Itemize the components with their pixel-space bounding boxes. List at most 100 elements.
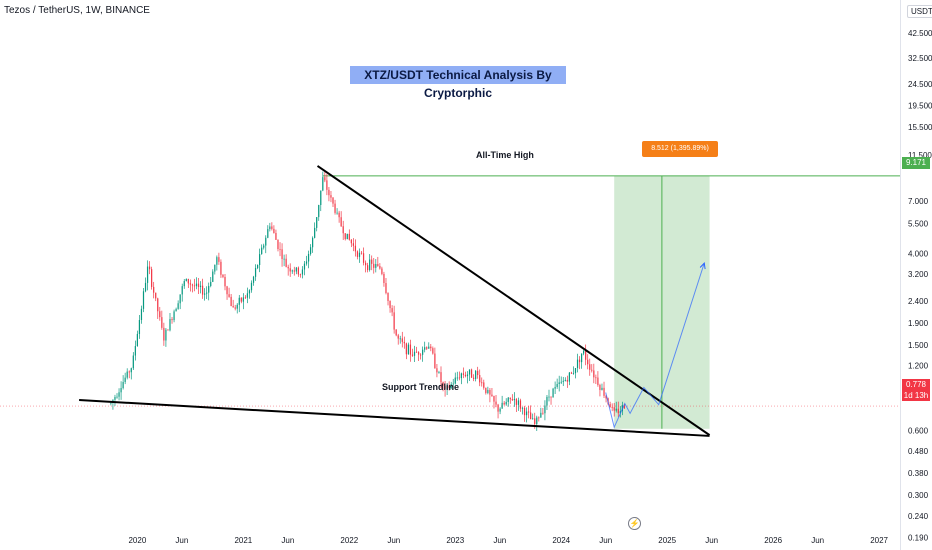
ath-price-tag: 9.171 — [902, 157, 930, 169]
candle-body — [206, 292, 208, 294]
x-tick-label: Jun — [599, 536, 612, 545]
candle-body — [212, 271, 214, 282]
candle-body — [534, 418, 536, 424]
y-tick-label: 24.500 — [908, 80, 932, 89]
candle-body — [440, 372, 442, 383]
candle-body — [550, 396, 552, 398]
candle-body — [513, 398, 515, 401]
candle-body — [130, 368, 132, 373]
candle-body — [466, 374, 469, 377]
candle-body — [560, 381, 562, 383]
x-tick-label: Jun — [281, 536, 294, 545]
y-tick-label: 32.500 — [908, 54, 932, 63]
support-label: Support Trendline — [382, 382, 460, 392]
candle-body — [193, 285, 196, 287]
candle-body — [540, 412, 542, 418]
candle-body — [218, 257, 220, 262]
lightning-icon[interactable]: ⚡ — [628, 517, 641, 530]
candle-body — [485, 387, 487, 393]
candle-body — [169, 319, 171, 331]
y-tick-label: 0.480 — [908, 447, 929, 456]
candle-body — [138, 320, 141, 334]
candle-body — [615, 408, 617, 411]
candle-body — [362, 253, 365, 263]
candle-body — [216, 257, 218, 265]
candle-body — [515, 398, 518, 405]
candle-body — [381, 268, 383, 274]
last-price-value: 0.778 — [905, 380, 927, 389]
candle-body — [519, 400, 522, 409]
candle-body — [367, 265, 369, 271]
candle-body — [517, 400, 520, 405]
candle-body — [122, 381, 124, 389]
y-tick-label: 0.190 — [908, 534, 929, 543]
candle-body — [142, 291, 145, 309]
candle-body — [336, 212, 338, 214]
candle-body — [509, 397, 511, 400]
candle-body — [566, 379, 568, 382]
currency-label[interactable]: USDT — [907, 5, 932, 18]
candle-body — [601, 387, 603, 390]
candle-body — [136, 333, 138, 347]
candle-body — [420, 354, 422, 356]
last-price-tag: 0.778 1d 13h — [902, 379, 930, 401]
candle-body — [226, 286, 228, 295]
y-tick-label: 5.500 — [908, 220, 929, 229]
y-tick-label: 3.200 — [908, 270, 929, 279]
candle-body — [595, 377, 597, 379]
projection-arrowhead — [699, 262, 706, 270]
y-tick-label: 42.500 — [908, 29, 932, 38]
candle-body — [289, 268, 291, 272]
price-scale[interactable]: 42.500 32.500 24.500 19.500 15.500 11.500 7.00… — [900, 0, 932, 550]
candle-body — [324, 177, 326, 181]
candle-body — [415, 351, 418, 353]
candle-body — [470, 369, 473, 378]
candle-body — [585, 350, 587, 360]
candle-body — [426, 347, 428, 349]
y-tick-label: 15.500 — [908, 123, 932, 132]
y-tick-label: 1.500 — [908, 341, 929, 350]
candle-body — [148, 266, 151, 270]
candle-body — [146, 266, 149, 283]
candle-body — [354, 245, 357, 252]
candle-body — [491, 394, 493, 397]
candle-body — [246, 293, 249, 298]
candle-body — [487, 389, 489, 393]
y-tick-label: 0.380 — [908, 469, 929, 478]
candle-body — [334, 203, 336, 213]
candle-body — [442, 382, 444, 386]
candle-body — [623, 405, 626, 409]
x-tick-label: Jun — [705, 536, 718, 545]
candle-body — [432, 348, 434, 354]
candle-body — [144, 282, 147, 292]
candle-body — [155, 292, 157, 299]
candle-body — [458, 377, 460, 379]
candle-body — [240, 297, 242, 302]
candle-body — [383, 273, 385, 284]
candle-body — [238, 297, 240, 305]
candle-body — [499, 408, 501, 412]
candle-body — [297, 267, 299, 275]
candle-body — [281, 249, 283, 260]
candle-body — [570, 372, 573, 374]
candle-body — [344, 233, 346, 240]
y-tick-label: 1.900 — [908, 319, 929, 328]
candle-body — [454, 377, 456, 384]
candle-body — [589, 364, 591, 370]
candle-body — [411, 354, 414, 356]
candle-body — [552, 388, 554, 398]
candle-body — [460, 373, 462, 379]
candle-body — [405, 343, 407, 355]
candle-body — [291, 270, 293, 272]
x-tick-label: 2025 — [658, 536, 676, 545]
candle-body — [456, 377, 458, 379]
candle-body — [275, 232, 277, 240]
candle-body — [342, 226, 344, 234]
candle-body — [271, 226, 273, 229]
candle-body — [389, 300, 391, 309]
candle-body — [530, 412, 532, 420]
candle-body — [521, 407, 524, 409]
chart-title: XTZ/USDT Technical Analysis By Cryptorph… — [350, 66, 566, 100]
candle-body — [578, 359, 581, 363]
candle-body — [542, 412, 544, 414]
